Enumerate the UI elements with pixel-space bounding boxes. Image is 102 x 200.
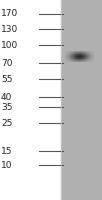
Text: 10: 10 (1, 160, 13, 170)
Bar (61, 0, 102, 200)
Text: 55: 55 (1, 74, 13, 84)
Text: 35: 35 (1, 102, 13, 112)
Text: 130: 130 (1, 24, 18, 33)
Text: 25: 25 (1, 118, 12, 128)
Text: 70: 70 (1, 58, 13, 68)
Text: 100: 100 (1, 40, 18, 49)
Text: 15: 15 (1, 146, 13, 156)
Text: 170: 170 (1, 9, 18, 19)
Text: 40: 40 (1, 92, 12, 102)
